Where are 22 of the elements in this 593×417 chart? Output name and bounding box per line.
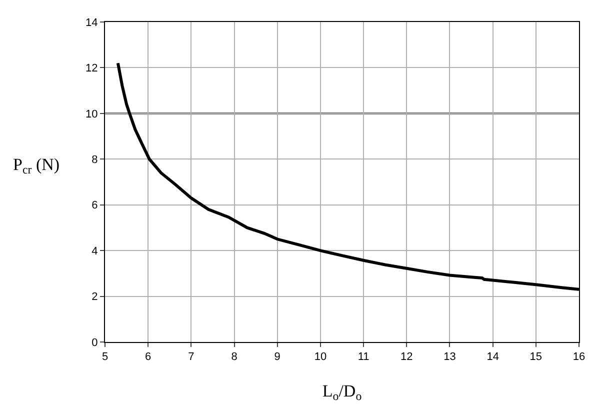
x-tick-label: 14 <box>486 351 499 364</box>
x-tick-label: 6 <box>145 351 152 364</box>
y-tick-label: 8 <box>92 154 98 166</box>
x-tick-label: 9 <box>274 351 280 364</box>
y-tick-label: 10 <box>86 108 98 120</box>
x-tick-label: 7 <box>188 351 194 364</box>
x-tick-label: 12 <box>400 351 413 364</box>
x-tick-label: 11 <box>358 351 370 364</box>
y-tick-label: 0 <box>92 336 98 349</box>
x-tick-label: 5 <box>102 351 108 364</box>
y-axis-title: P$_{cr}$ (N) <box>13 155 60 177</box>
y-tick-label: 6 <box>92 200 98 212</box>
x-axis-title: L$_{o}$/D$_{o}$ <box>322 382 362 404</box>
y-tick-label: 12 <box>86 62 98 75</box>
x-tick-label: 15 <box>530 351 542 364</box>
y-tick-label: 4 <box>92 245 98 258</box>
x-tick-label: 10 <box>314 351 327 364</box>
x-tick-label: 8 <box>231 351 238 364</box>
y-tick-label: 14 <box>86 16 98 29</box>
x-tick-label: 13 <box>444 351 456 364</box>
x-tick-label: 16 <box>572 351 586 364</box>
y-tick-label: 2 <box>92 291 98 304</box>
